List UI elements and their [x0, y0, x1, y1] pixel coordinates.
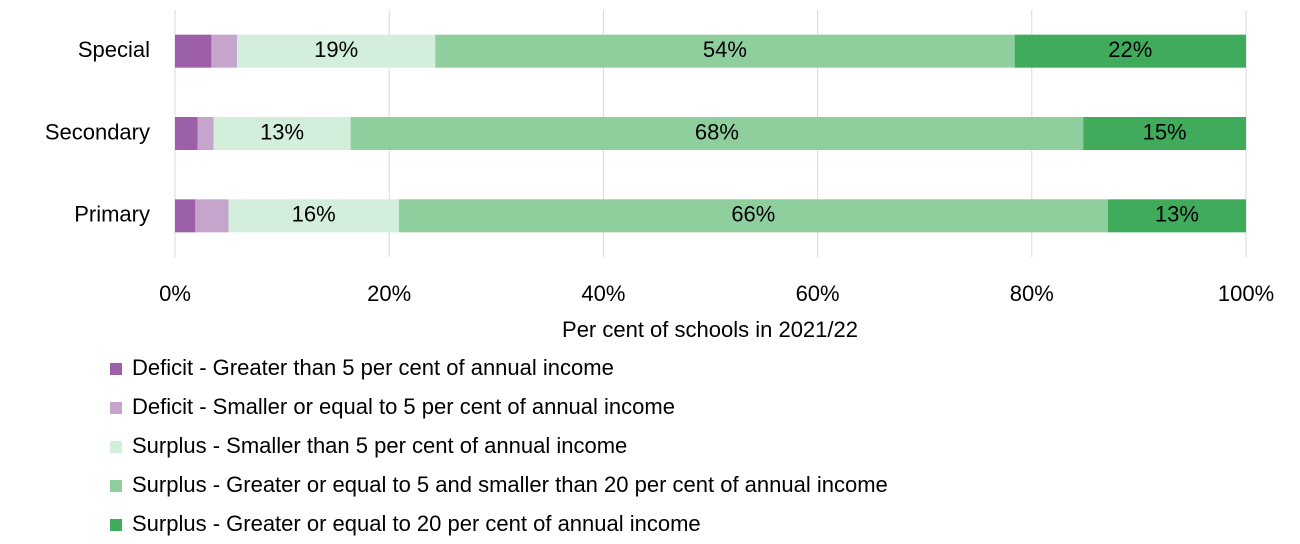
x-tick-label: 40% — [581, 281, 625, 306]
legend-swatch — [110, 363, 122, 375]
legend-swatch — [110, 480, 122, 492]
bar-segment — [435, 34, 1015, 68]
x-tick-label: 60% — [796, 281, 840, 306]
data-label: 16% — [292, 202, 336, 227]
bar-segment — [1107, 199, 1246, 233]
data-label: 19% — [314, 37, 358, 62]
y-tick-label: Primary — [74, 202, 150, 227]
bar-segment — [398, 199, 1108, 233]
bar-segment — [237, 34, 436, 68]
x-tick-label: 100% — [1218, 281, 1274, 306]
bar-segment — [175, 34, 212, 68]
bar-segment — [1083, 117, 1246, 150]
bar-segment — [197, 117, 214, 150]
legend-label: Surplus - Smaller than 5 per cent of ann… — [132, 433, 627, 458]
bar-segment — [195, 199, 229, 233]
legend-label: Surplus - Greater or equal to 20 per cen… — [132, 511, 701, 536]
y-tick-label: Secondary — [45, 119, 150, 144]
data-label: 13% — [260, 119, 304, 144]
x-tick-label: 80% — [1010, 281, 1054, 306]
data-label: 13% — [1155, 202, 1199, 227]
data-label: 66% — [731, 202, 775, 227]
x-tick-label: 0% — [159, 281, 191, 306]
legend-swatch — [110, 441, 122, 453]
data-label: 22% — [1108, 37, 1152, 62]
bar-segment — [175, 117, 198, 150]
x-axis-title: Per cent of schools in 2021/22 — [562, 317, 858, 342]
legend-label: Surplus - Greater or equal to 5 and smal… — [132, 472, 888, 497]
legend-swatch — [110, 402, 122, 414]
bar-segment — [175, 199, 196, 233]
bar-segment — [213, 117, 351, 150]
data-label: 68% — [695, 119, 739, 144]
bar-segment — [350, 117, 1084, 150]
legend-label: Deficit - Greater than 5 per cent of ann… — [132, 355, 614, 380]
y-tick-label: Special — [78, 37, 150, 62]
bar-segment — [211, 34, 238, 68]
data-label: 15% — [1143, 119, 1187, 144]
data-label: 54% — [703, 37, 747, 62]
bar-segment — [1014, 34, 1246, 68]
x-tick-label: 20% — [367, 281, 411, 306]
legend-label: Deficit - Smaller or equal to 5 per cent… — [132, 394, 675, 419]
bar-segment — [228, 199, 399, 233]
legend-swatch — [110, 519, 122, 531]
